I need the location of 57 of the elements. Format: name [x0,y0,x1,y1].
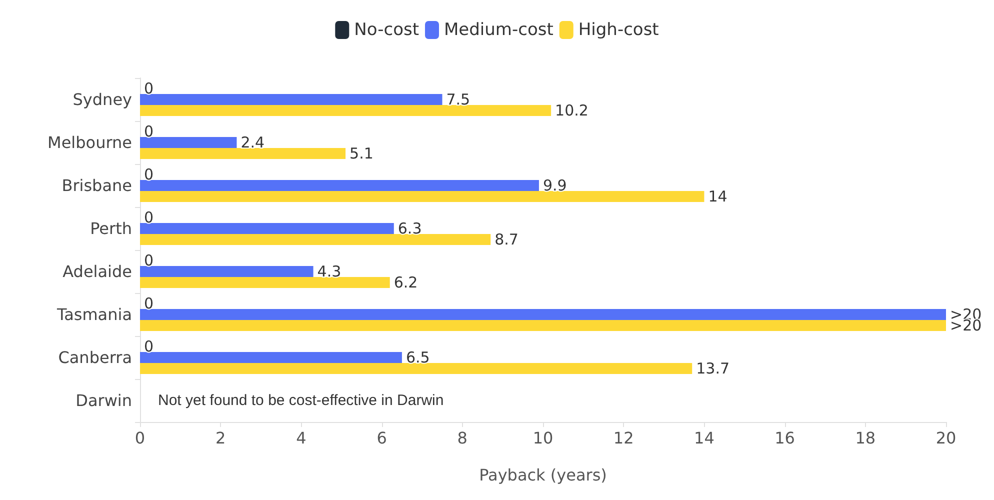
x-tick-label: 12 [613,428,634,448]
data-label: 6.5 [406,348,430,366]
data-label: 14 [708,188,728,206]
legend-label: Medium-cost [444,20,554,40]
data-label: 10.2 [555,102,588,120]
x-tick-label: 0 [134,428,146,448]
data-label: 6.2 [394,274,418,292]
y-tick-label: Tasmania [56,305,132,324]
data-label: 0 [144,80,154,98]
x-tick-label: 10 [532,428,554,448]
x-tick-label: 16 [774,428,795,448]
y-tick-label: Perth [90,219,132,238]
x-tick-label: 20 [936,428,956,448]
bar [140,363,692,374]
data-label: 0 [144,122,154,140]
data-label: 9.9 [542,176,567,194]
x-tick-label: 4 [296,428,306,448]
bar [140,352,402,363]
y-tick-label: Adelaide [62,262,132,281]
legend-label: No-cost [354,20,420,40]
bar [140,105,552,116]
bar [140,148,346,159]
bar [140,234,491,245]
y-tick-label: Melbourne [48,133,132,152]
bar [140,180,539,191]
bar [140,309,946,320]
x-axis-title: Payback (years) [479,466,607,484]
y-tick-label: Darwin [76,391,132,410]
data-label: 0 [144,338,154,356]
legend-label: High-cost [578,20,660,40]
x-tick-label: 6 [376,428,387,448]
annotation: Not yet found to be cost-effective in Darwin [158,392,444,409]
x-tick-label: 18 [855,428,876,448]
data-label: 8.7 [494,230,518,248]
bar [140,137,237,148]
data-label: 0 [144,252,154,270]
data-label: 4.3 [317,262,342,280]
bar [140,320,946,331]
bar [140,223,394,234]
data-label: 7.5 [446,90,470,108]
y-tick-label: Sydney [72,90,132,109]
data-label: 0 [144,166,154,184]
bar [140,277,390,288]
x-tick-label: 8 [457,428,468,448]
x-tick-label: 14 [694,428,714,448]
bar [140,266,314,277]
data-label: 2.4 [240,134,265,152]
data-label: 0 [144,294,154,312]
data-label: 13.7 [696,360,730,378]
data-label: 5.1 [350,144,374,162]
bar [140,94,442,105]
data-label: 0 [144,208,154,226]
bar [140,191,704,202]
y-tick-label: Brisbane [62,176,132,195]
y-tick-label: Canberra [58,348,132,367]
x-tick-label: 2 [216,428,226,448]
data-label: 6.3 [398,220,422,238]
